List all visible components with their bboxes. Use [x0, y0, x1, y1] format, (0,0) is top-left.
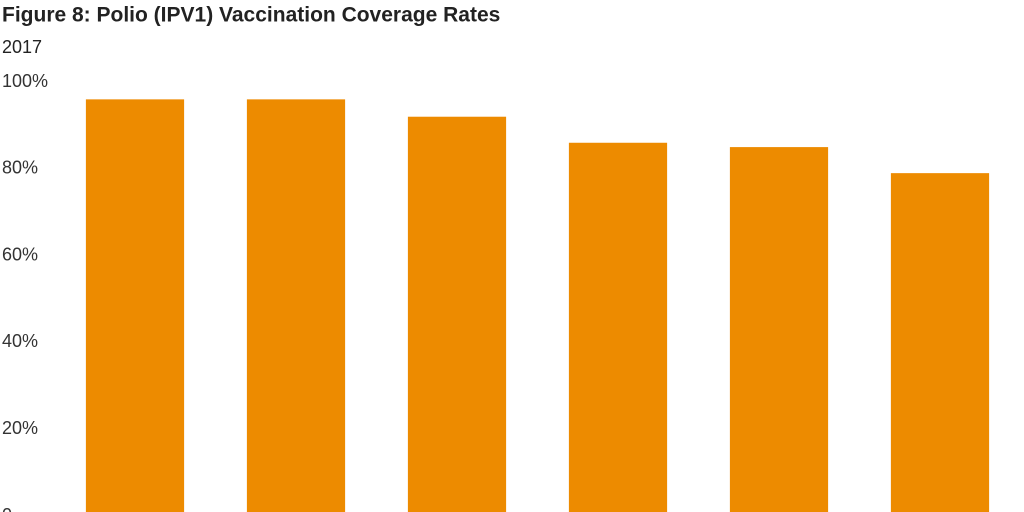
bar	[407, 116, 507, 512]
y-tick-label: 20%	[2, 418, 38, 438]
bar	[246, 99, 346, 512]
y-tick-label: 0	[2, 505, 12, 512]
y-tick-label: 100%	[2, 71, 48, 91]
y-tick-label: 60%	[2, 244, 38, 264]
y-tick-label: 40%	[2, 331, 38, 351]
bar	[568, 142, 668, 512]
chart-title: Figure 8: Polio (IPV1) Vaccination Cover…	[2, 4, 500, 27]
y-tick-label: 80%	[2, 158, 38, 178]
bar	[85, 99, 185, 512]
chart-subtitle: 2017	[2, 37, 42, 57]
bar	[890, 173, 990, 512]
bar	[729, 147, 829, 512]
